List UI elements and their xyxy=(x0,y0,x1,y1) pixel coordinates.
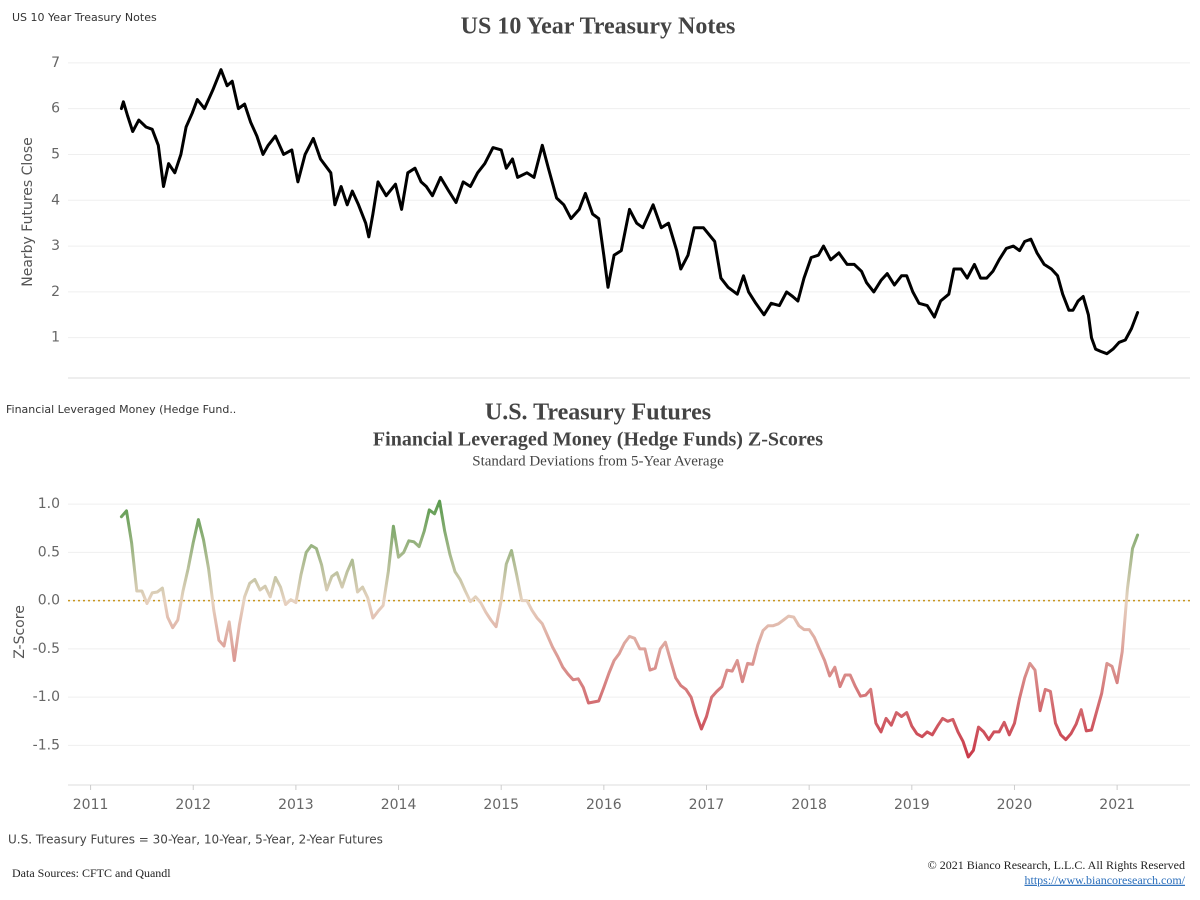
copyright: © 2021 Bianco Research, L.L.C. All Right… xyxy=(928,858,1185,872)
x-tick-label: 2018 xyxy=(791,797,827,813)
footer-note: U.S. Treasury Futures = 30-Year, 10-Year… xyxy=(8,833,383,847)
chart-subtitle: Standard Deviations from 5-Year Average xyxy=(472,453,724,469)
chart-subtitle: Financial Leveraged Money (Hedge Funds) … xyxy=(373,429,823,451)
data-sources: Data Sources: CFTC and Quandl xyxy=(12,866,171,880)
website-link[interactable]: https://www.biancoresearch.com/ xyxy=(1024,873,1185,887)
x-tick-label: 2020 xyxy=(997,797,1033,813)
y-tick-label: 7 xyxy=(51,55,60,71)
chart-title: U.S. Treasury Futures xyxy=(485,400,711,426)
y-tick-label: -0.5 xyxy=(33,641,60,657)
x-tick-label: 2016 xyxy=(586,797,622,813)
y-axis-label: Z-Score xyxy=(12,605,28,659)
y-tick-label: 1.0 xyxy=(38,496,60,512)
y-tick-label: 6 xyxy=(51,101,60,117)
sheet-label: Financial Leveraged Money (Hedge Fund.. xyxy=(6,403,236,416)
y-tick-label: -1.0 xyxy=(33,689,60,705)
x-tick-label: 2013 xyxy=(278,797,314,813)
y-tick-label: 1 xyxy=(51,330,60,346)
x-tick-label: 2015 xyxy=(483,797,519,813)
y-tick-label: 0.5 xyxy=(38,544,60,560)
x-tick-label: 2019 xyxy=(894,797,930,813)
x-tick-label: 2011 xyxy=(73,797,109,813)
x-tick-label: 2012 xyxy=(175,797,211,813)
y-tick-label: 2 xyxy=(51,284,60,300)
y-tick-label: 3 xyxy=(51,238,60,254)
x-tick-label: 2017 xyxy=(689,797,725,813)
y-tick-label: -1.5 xyxy=(33,737,60,753)
data-line xyxy=(119,499,1140,759)
chart-title: US 10 Year Treasury Notes xyxy=(461,14,736,40)
x-tick-label: 2014 xyxy=(381,797,417,813)
y-axis-label: Nearby Futures Close xyxy=(20,137,36,287)
y-tick-label: 0.0 xyxy=(38,593,60,609)
data-line xyxy=(119,68,1140,356)
sheet-label: US 10 Year Treasury Notes xyxy=(12,11,157,24)
x-tick-label: 2021 xyxy=(1099,797,1135,813)
y-tick-label: 4 xyxy=(51,192,60,208)
y-tick-label: 5 xyxy=(51,146,60,162)
